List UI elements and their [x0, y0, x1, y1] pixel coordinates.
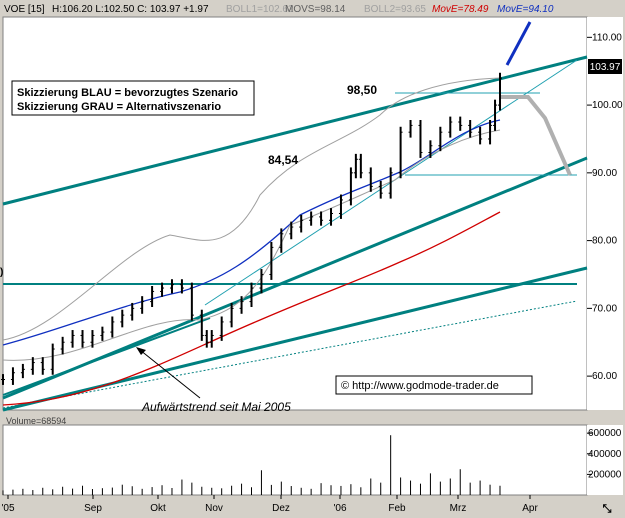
volume-tick-label: 400000 — [588, 449, 622, 460]
price-tick-label: 100.00 — [592, 100, 623, 111]
time-tick-label: Nov — [205, 503, 223, 514]
time-tick-label: Dez — [272, 503, 290, 514]
symbol-label: VOE [15] — [4, 4, 45, 15]
boll2-readout: BOLL2=93.65 — [364, 4, 426, 15]
ohlc-readout: H:106.20 L:102.50 C: 103.97 +1.97 — [52, 4, 209, 15]
volume-panel — [2, 424, 588, 496]
volume-tick-label: 600000 — [588, 428, 622, 439]
legend-line-blue: Skizzierung BLAU = bevorzugtes Szenario — [17, 87, 238, 99]
time-tick-label: Sep — [84, 503, 102, 514]
volume-bars — [2, 435, 501, 495]
uptrend-arrow — [139, 349, 201, 399]
scenario-legend-box — [11, 80, 255, 116]
last-price-badge — [588, 59, 622, 74]
copyright-box — [335, 375, 533, 395]
left-marker: ) — [0, 267, 3, 278]
time-axis: '05 Sep Okt Nov Dez '06 Feb Mrz Apr — [1, 495, 538, 514]
movs-readout: MOVS=98.14 — [285, 4, 346, 15]
volume-axis: 200000 400000 600000 — [587, 428, 622, 480]
price-tick-label: 70.00 — [592, 303, 617, 314]
red-ema — [2, 211, 501, 406]
price-tick-label: 90.00 — [592, 168, 617, 179]
peak-label-84: 84,54 — [268, 153, 298, 167]
upper-band — [2, 77, 501, 341]
move-blue-readout: MovE=94.10 — [497, 4, 554, 15]
price-tick-label: 110.00 — [592, 32, 622, 43]
time-tick-label: Okt — [150, 503, 166, 514]
price-bars — [1, 72, 502, 385]
price-axis: 60.00 70.00 80.00 90.00 100.00 110.00 — [587, 32, 623, 382]
expand-icon[interactable] — [596, 499, 618, 515]
move-red-readout: MovE=78.49 — [432, 4, 489, 15]
boll1-readout: BOLL1=102.62 — [226, 4, 294, 15]
time-tick-label: Feb — [388, 503, 406, 514]
lower-band — [2, 129, 501, 361]
volume-tick-label: 200000 — [588, 469, 622, 480]
trendlines — [2, 55, 588, 412]
volume-label: Volume=68594 — [6, 416, 66, 426]
peak-label-98: 98,50 — [347, 83, 377, 97]
legend-line-grey: Skizzierung GRAU = Alternativszenario — [17, 101, 221, 113]
time-tick-label: '06 — [333, 503, 346, 514]
blue-ema — [2, 119, 501, 346]
svg-text:⤡: ⤡ — [603, 503, 612, 515]
price-tick-label: 60.00 — [592, 371, 617, 382]
time-tick-label: '05 — [1, 503, 14, 514]
last-price-label: 103.97 — [590, 62, 621, 73]
copyright-label: © http://www.godmode-trader.de — [341, 380, 499, 392]
price-tick-label: 80.00 — [592, 236, 617, 247]
uptrend-label: Aufwärtstrend seit Mai 2005 — [141, 400, 291, 414]
time-tick-label: Mrz — [450, 503, 467, 514]
time-tick-label: Apr — [522, 503, 538, 514]
blue-scenario-sketch — [505, 21, 532, 66]
grey-scenario-sketch — [500, 95, 572, 176]
